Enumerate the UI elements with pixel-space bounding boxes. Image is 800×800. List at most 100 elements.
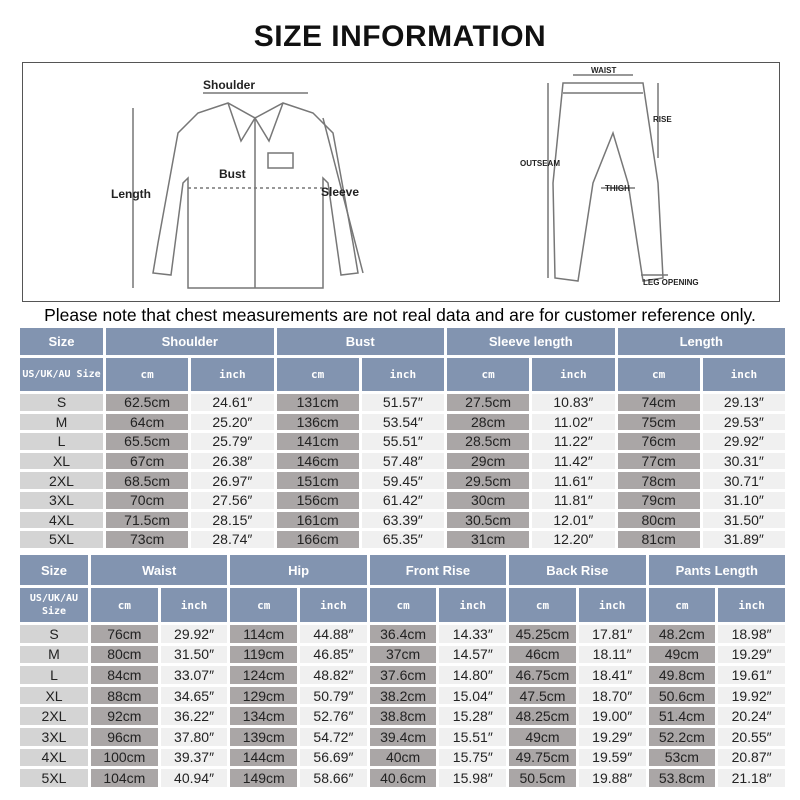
size-cell: 2XL — [20, 707, 88, 725]
cm-value-cell: 49.8cm — [648, 666, 716, 684]
cm-value-cell: 65.5cm — [106, 433, 189, 450]
cm-value-cell: 88cm — [91, 686, 158, 705]
garment-diagram: Shoulder Bust Length Sleeve WAIST RISE O… — [22, 62, 780, 302]
inch-value-cell: 25.20″ — [191, 413, 274, 431]
inch-value-cell: 14.33″ — [439, 625, 507, 643]
cm-value-cell: 144cm — [230, 748, 298, 767]
cm-value-cell: 71.5cm — [106, 511, 189, 529]
cm-value-cell: 49.75cm — [509, 748, 576, 767]
group-header: Waist — [91, 555, 228, 585]
thigh-label: THIGH — [605, 184, 630, 193]
size-cell: 3XL — [20, 727, 88, 746]
table-row: 3XL 96cm 37.80″ 139cm 54.72″ 39.4cm 15.51″ 49cm… — [20, 727, 785, 746]
size-cell: M — [20, 645, 88, 664]
size-cell: S — [20, 394, 103, 411]
inch-value-cell: 19.92″ — [718, 686, 785, 705]
inch-value-cell: 29.92″ — [160, 625, 228, 643]
inch-value-cell: 29.92″ — [702, 433, 785, 450]
group-header: Length — [617, 328, 785, 355]
size-region-header: US/UK/AU Size — [20, 588, 88, 622]
group-header: Sleeve length — [447, 328, 615, 355]
cm-value-cell: 28.5cm — [447, 433, 530, 450]
inch-value-cell: 21.18″ — [718, 769, 785, 787]
cm-value-cell: 50.6cm — [648, 686, 716, 705]
unit-inch-header: inch — [439, 588, 507, 622]
inch-value-cell: 12.20″ — [532, 531, 615, 548]
cm-value-cell: 151cm — [276, 472, 359, 489]
cm-value-cell: 136cm — [276, 413, 359, 431]
unit-inch-header: inch — [361, 358, 444, 391]
table-row: L 84cm 33.07″ 124cm 48.82″ 37.6cm 14.80″ 46.75c… — [20, 666, 785, 684]
table-row: XL 88cm 34.65″ 129cm 50.79″ 38.2cm 15.04″ 47.5c… — [20, 686, 785, 705]
length-label: Length — [111, 187, 151, 201]
size-cell: 2XL — [20, 472, 103, 489]
cm-value-cell: 139cm — [230, 727, 298, 746]
table-row: S 62.5cm 24.61″ 131cm 51.57″ 27.5cm 10.83″ 74cm… — [20, 394, 785, 411]
cm-value-cell: 48.2cm — [648, 625, 716, 643]
group-header: Hip — [230, 555, 367, 585]
inch-value-cell: 18.98″ — [718, 625, 785, 643]
size-cell: 5XL — [20, 769, 88, 787]
cm-value-cell: 96cm — [91, 727, 158, 746]
unit-inch-header: inch — [191, 358, 274, 391]
cm-value-cell: 68.5cm — [106, 472, 189, 489]
inch-value-cell: 30.31″ — [702, 452, 785, 470]
group-header: Front Rise — [369, 555, 507, 585]
table-row: 5XL 73cm 28.74″ 166cm 65.35″ 31cm 12.20″ 81cm 31… — [20, 531, 785, 548]
cm-value-cell: 27.5cm — [447, 394, 530, 411]
size-cell: S — [20, 625, 88, 643]
unit-cm-header: cm — [617, 358, 700, 391]
cm-value-cell: 114cm — [230, 625, 298, 643]
inch-value-cell: 33.07″ — [160, 666, 228, 684]
inch-value-cell: 57.48″ — [361, 452, 444, 470]
unit-inch-header: inch — [718, 588, 785, 622]
inch-value-cell: 19.00″ — [578, 707, 646, 725]
unit-header-row: US/UK/AU Size cm inch cm inch cm inch cm inch cm i… — [20, 588, 785, 622]
group-header-row: Size Shoulder Bust Sleeve length Length — [20, 328, 785, 355]
inch-value-cell: 29.53″ — [702, 413, 785, 431]
cm-value-cell: 76cm — [91, 625, 158, 643]
cm-value-cell: 81cm — [617, 531, 700, 548]
inch-value-cell: 15.04″ — [439, 686, 507, 705]
cm-value-cell: 141cm — [276, 433, 359, 450]
unit-cm-header: cm — [230, 588, 298, 622]
cm-value-cell: 51.4cm — [648, 707, 716, 725]
table-row: 4XL 100cm 39.37″ 144cm 56.69″ 40cm 15.75″ 49.75… — [20, 748, 785, 767]
inch-value-cell: 29.13″ — [702, 394, 785, 411]
inch-value-cell: 48.82″ — [300, 666, 367, 684]
inch-value-cell: 58.66″ — [300, 769, 367, 787]
size-header: Size — [20, 328, 103, 355]
cm-value-cell: 75cm — [617, 413, 700, 431]
bust-label: Bust — [219, 167, 246, 181]
inch-value-cell: 50.79″ — [300, 686, 367, 705]
size-region-header: US/UK/AU Size — [20, 358, 103, 391]
inch-value-cell: 56.69″ — [300, 748, 367, 767]
inch-value-cell: 59.45″ — [361, 472, 444, 489]
inch-value-cell: 55.51″ — [361, 433, 444, 450]
inch-value-cell: 30.71″ — [702, 472, 785, 489]
cm-value-cell: 80cm — [617, 511, 700, 529]
cm-value-cell: 52.2cm — [648, 727, 716, 746]
cm-value-cell: 53cm — [648, 748, 716, 767]
cm-value-cell: 77cm — [617, 452, 700, 470]
cm-value-cell: 124cm — [230, 666, 298, 684]
shirt-drawing — [132, 92, 364, 289]
table-row: 2XL 68.5cm 26.97″ 151cm 59.45″ 29.5cm 11.61″ 78… — [20, 472, 785, 489]
cm-value-cell: 29cm — [447, 452, 530, 470]
cm-value-cell: 49cm — [648, 645, 716, 664]
unit-inch-header: inch — [300, 588, 367, 622]
inch-value-cell: 34.65″ — [160, 686, 228, 705]
inch-value-cell: 20.87″ — [718, 748, 785, 767]
sleeve-label: Sleeve — [321, 185, 359, 199]
inch-value-cell: 11.81″ — [532, 491, 615, 509]
table-row: 2XL 92cm 36.22″ 134cm 52.76″ 38.8cm 15.28″ 48.2… — [20, 707, 785, 725]
inch-value-cell: 26.38″ — [191, 452, 274, 470]
inch-value-cell: 15.28″ — [439, 707, 507, 725]
cm-value-cell: 40cm — [369, 748, 437, 767]
garment-illustration: Shoulder Bust Length Sleeve WAIST RISE O… — [111, 66, 699, 289]
inch-value-cell: 20.55″ — [718, 727, 785, 746]
cm-value-cell: 161cm — [276, 511, 359, 529]
size-cell: XL — [20, 452, 103, 470]
waist-label: WAIST — [591, 66, 616, 75]
cm-value-cell: 70cm — [106, 491, 189, 509]
